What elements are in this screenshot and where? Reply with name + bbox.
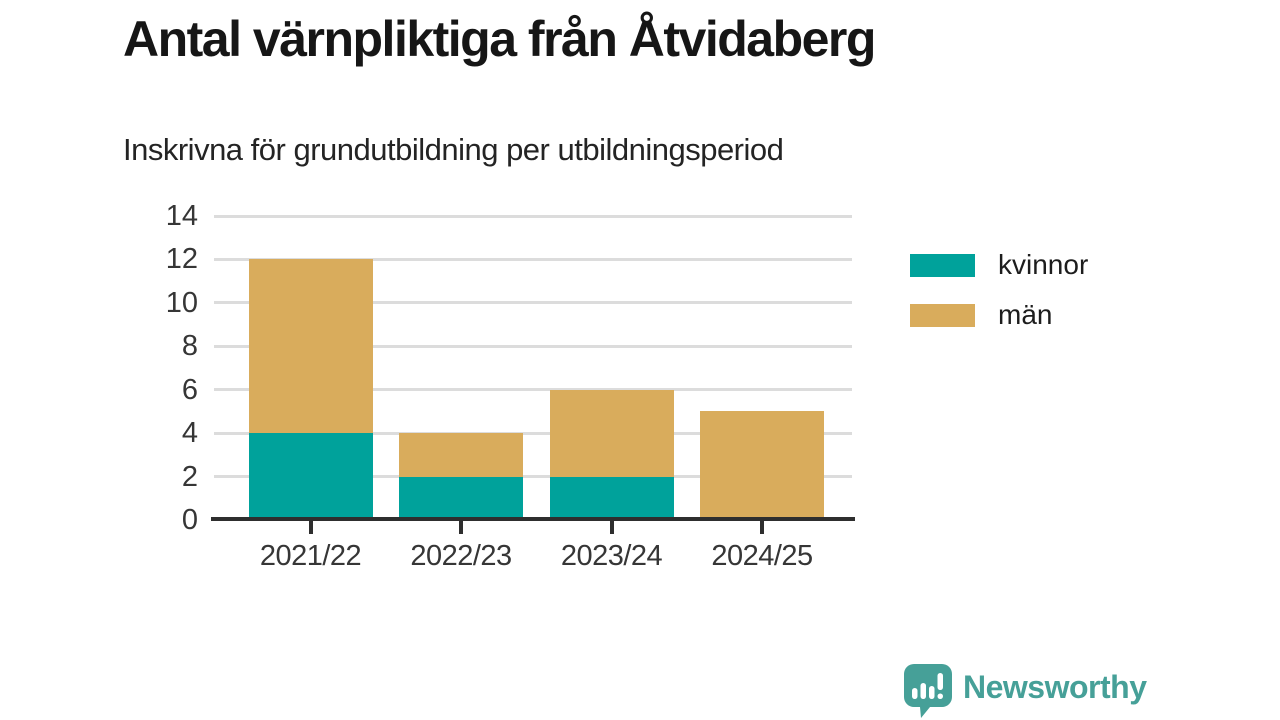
gridline-y4 <box>214 431 852 435</box>
y-axis-label-12: 12 <box>165 243 198 276</box>
legend-swatch-män <box>910 303 975 327</box>
gridline-y6 <box>214 388 852 392</box>
legend: kvinnor män <box>910 251 1088 351</box>
plot-area <box>214 214 852 520</box>
newsworthy-logo-icon <box>904 664 952 718</box>
bar-segment-män-2021/22 <box>248 259 373 434</box>
y-axis-label-14: 14 <box>165 200 198 232</box>
y-axis-label-4: 4 <box>181 417 198 450</box>
y-axis-label-10: 10 <box>165 286 198 319</box>
x-tick-2022/23 <box>459 521 463 534</box>
y-axis-label-8: 8 <box>181 330 198 363</box>
brand-name: Newsworthy <box>963 669 1147 705</box>
gridline-y10 <box>214 301 852 305</box>
x-tick-2023/24 <box>609 521 614 534</box>
bar-segment-kvinnor-2022/23 <box>399 476 523 520</box>
legend-item-män: män <box>910 301 1088 329</box>
chart-title: Antal värnpliktiga från Åtvidaberg <box>123 11 876 67</box>
bar-segment-män-2023/24 <box>549 389 674 477</box>
x-tick-2021/22 <box>308 521 313 534</box>
brand-footer: Newsworthy <box>902 663 1147 719</box>
x-axis-label-2021/22: 2021/22 <box>259 540 362 572</box>
gridline-y8 <box>214 344 852 348</box>
y-axis-label-2: 2 <box>181 460 198 493</box>
bar-segment-män-2024/25 <box>700 411 824 520</box>
x-axis-line <box>211 517 855 521</box>
legend-swatch-kvinnor <box>910 253 975 277</box>
legend-label-män: män <box>998 299 1053 330</box>
y-axis-label-0: 0 <box>181 504 198 536</box>
x-axis-label-2023/24: 2023/24 <box>560 540 663 572</box>
gridline-y12 <box>214 257 852 261</box>
bar-segment-kvinnor-2023/24 <box>549 476 674 520</box>
bar-segment-män-2022/23 <box>399 433 523 477</box>
bar-segment-kvinnor-2021/22 <box>248 433 373 520</box>
gridline-y14 <box>214 214 852 218</box>
y-axis-label-6: 6 <box>181 373 198 406</box>
x-axis-label-2024/25: 2024/25 <box>711 540 813 572</box>
x-tick-2024/25 <box>760 521 764 534</box>
legend-label-kvinnor: kvinnor <box>998 249 1089 280</box>
chart-subtitle: Inskrivna för grundutbildning per utbild… <box>123 132 784 167</box>
gridline-y2 <box>214 475 852 479</box>
x-axis-label-2022/23: 2022/23 <box>410 540 512 572</box>
legend-item-kvinnor: kvinnor <box>910 251 1088 279</box>
